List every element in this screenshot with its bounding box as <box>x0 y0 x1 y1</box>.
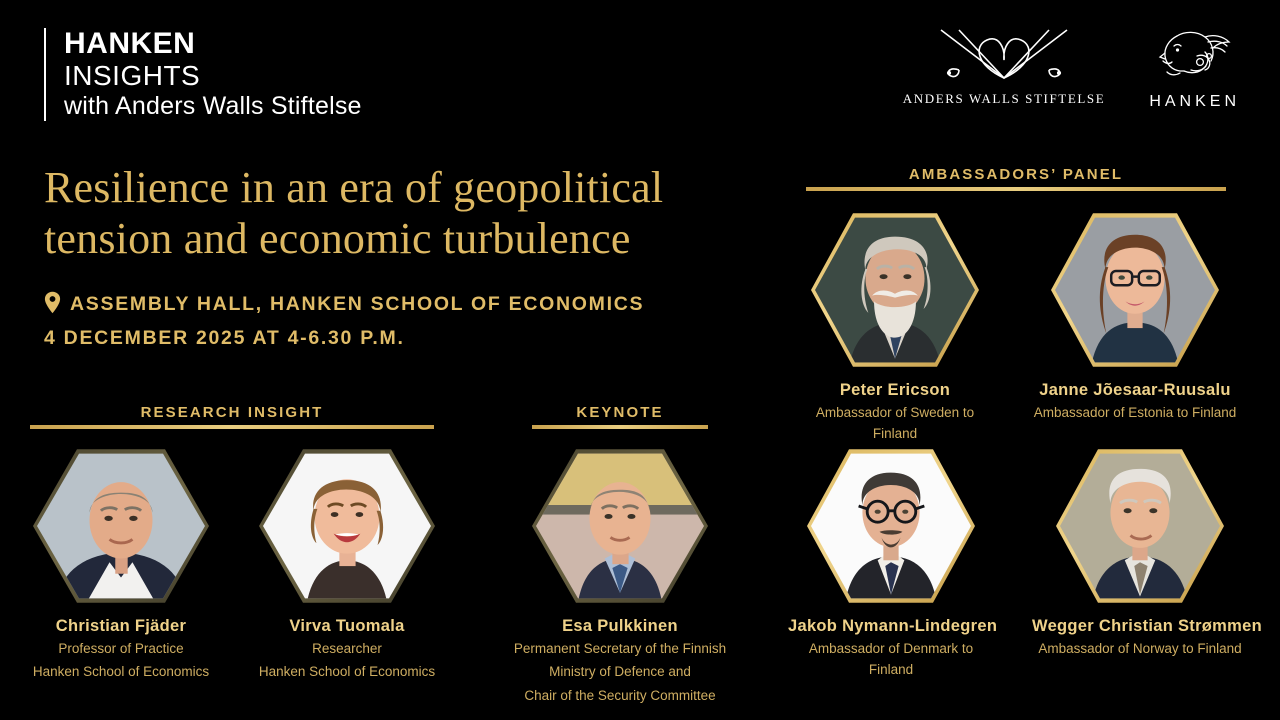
portrait-photo-christian-fjader <box>37 453 205 599</box>
person-name: Peter Ericson <box>839 381 951 399</box>
person-name: Wegger Christian Strømmen <box>1032 617 1262 635</box>
brand-lockup: HANKEN INSIGHTS with Anders Walls Stifte… <box>44 27 362 121</box>
portrait-frame <box>1056 449 1224 603</box>
person-role-line: Ambassador of Sweden to Finland <box>815 405 975 442</box>
hanken-logo: HANKEN <box>1149 26 1240 111</box>
person-name: Christian Fjäder <box>55 617 187 635</box>
event-datetime: 4 DECEMBER 2025 AT 4-6.30 P.M. <box>44 326 405 349</box>
person-name: Janne Jõesaar-Ruusalu <box>1039 381 1231 399</box>
portrait-frame <box>807 449 975 603</box>
portrait-photo-clip <box>1060 453 1220 599</box>
portrait-photo-esa-pulkkinen <box>536 453 704 599</box>
portrait-photo-clip <box>263 453 431 599</box>
person-role-line: Ambassador of Norway to Finland <box>1038 641 1242 656</box>
portrait-frame <box>259 449 435 603</box>
portrait-frame <box>532 449 708 603</box>
person-role-line: Ambassador of Estonia to Finland <box>1033 405 1237 420</box>
person-role-line: Ministry of Defence and <box>549 664 691 680</box>
portrait-photo-jakob-nymann-lindegren <box>811 453 971 599</box>
person-name: Virva Tuomala <box>289 617 405 635</box>
hanken-wordmark: HANKEN <box>1149 93 1240 110</box>
portrait-photo-clip <box>811 453 971 599</box>
person-card: Janne Jõesaar-Ruusalu Ambassador of Esto… <box>1032 210 1238 423</box>
portrait-photo-janne-joesaar-ruusalu <box>1055 217 1215 363</box>
section-rule-keynote <box>532 425 708 429</box>
portrait-frame <box>811 213 979 367</box>
section-heading-ambassadors: AMBASSADORS’ PANEL <box>908 166 1124 183</box>
person-card: Peter Ericson Ambassador of Sweden to Fi… <box>792 210 998 445</box>
portrait-photo-clip <box>815 217 975 363</box>
section-rule-ambassadors <box>806 187 1226 191</box>
person-name: Jakob Nymann-Lindegren <box>788 617 998 635</box>
section-heading-research-insight: RESEARCH INSIGHT <box>140 404 324 421</box>
brand-divider-rule <box>44 28 46 121</box>
portrait-frame <box>33 449 209 603</box>
portrait-photo-virva-tuomala <box>263 453 431 599</box>
logo-group: ANDERS WALLS STIFTELSE <box>903 26 1240 111</box>
brand-line-partner: with Anders Walls Stiftelse <box>64 91 362 120</box>
event-location: ASSEMBLY HALL, HANKEN SCHOOL OF ECONOMIC… <box>70 293 645 315</box>
anders-walls-monogram-icon <box>929 26 1079 84</box>
portrait-photo-clip <box>1055 217 1215 363</box>
person-role-line: Permanent Secretary of the Finnish <box>513 641 727 656</box>
person-role-line: Professor of Practice <box>58 641 184 656</box>
person-name: Esa Pulkkinen <box>562 617 678 635</box>
person-card: Wegger Christian Strømmen Ambassador of … <box>1032 446 1262 659</box>
hanken-mercury-head-icon <box>1153 26 1237 84</box>
person-card: Christian Fjäder Professor of Practice H… <box>18 446 224 683</box>
person-role-line: Hanken School of Economics <box>258 664 436 680</box>
person-card: Esa Pulkkinen Permanent Secretary of the… <box>512 446 728 706</box>
brand-line-hanken: HANKEN <box>64 27 196 60</box>
anders-walls-wordmark: ANDERS WALLS STIFTELSE <box>902 91 1106 106</box>
section-rule-research-insight <box>30 425 434 429</box>
person-role-line: Ambassador of Denmark to Finland <box>808 641 974 678</box>
event-meta: ASSEMBLY HALL, HANKEN SCHOOL OF ECONOMIC… <box>44 288 764 355</box>
portrait-photo-clip <box>536 453 704 599</box>
portrait-photo-wegger-christian-strommen <box>1060 453 1220 599</box>
person-role-line: Researcher <box>312 641 382 656</box>
person-card: Virva Tuomala Researcher Hanken School o… <box>244 446 450 683</box>
map-pin-icon <box>44 291 61 319</box>
person-role-line: Chair of the Security Committee <box>524 687 716 703</box>
event-title: Resilience in an era of geopolitical ten… <box>44 163 664 264</box>
portrait-photo-peter-ericson <box>815 217 975 363</box>
person-role-line: Hanken School of Economics <box>32 664 210 680</box>
section-heading-keynote: KEYNOTE <box>576 404 664 421</box>
brand-line-insights: INSIGHTS <box>64 60 201 92</box>
anders-walls-stiftelse-logo: ANDERS WALLS STIFTELSE <box>903 26 1106 107</box>
person-card: Jakob Nymann-Lindegren Ambassador of Den… <box>788 446 998 681</box>
portrait-photo-clip <box>37 453 205 599</box>
portrait-frame <box>1051 213 1219 367</box>
